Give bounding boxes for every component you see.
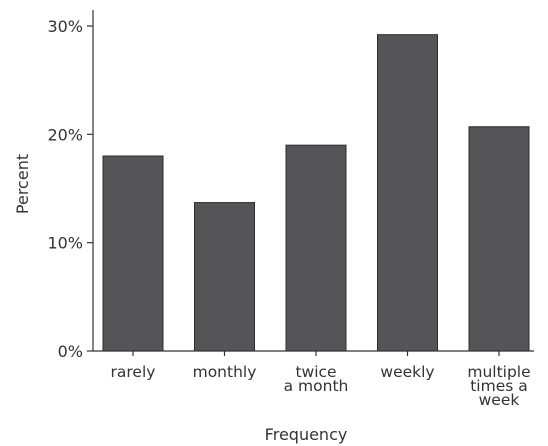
y-tick-label: 30% bbox=[47, 17, 83, 36]
bar bbox=[102, 155, 164, 352]
x-tick-label: rarely bbox=[111, 363, 156, 381]
x-tick-label: twice a month bbox=[284, 363, 349, 395]
bar bbox=[194, 202, 255, 352]
bar bbox=[285, 144, 347, 352]
x-tick-label: multiple times a week bbox=[467, 363, 530, 409]
x-tick-label: weekly bbox=[380, 363, 434, 381]
y-tick-label: 10% bbox=[47, 234, 83, 253]
y-tick-label: 0% bbox=[58, 342, 83, 361]
x-axis-title: Frequency bbox=[265, 425, 348, 444]
bars bbox=[102, 34, 530, 352]
y-tick-label: 20% bbox=[47, 125, 83, 144]
bar bbox=[468, 126, 530, 352]
y-axis-ticks: 0% 10% 20% 30% bbox=[47, 17, 93, 361]
y-axis-title: Percent bbox=[13, 154, 32, 214]
x-tick-label: monthly bbox=[193, 363, 257, 381]
x-axis-category-labels: rarely monthly twice a month weekly multiple t… bbox=[111, 351, 531, 409]
bar bbox=[377, 34, 438, 352]
